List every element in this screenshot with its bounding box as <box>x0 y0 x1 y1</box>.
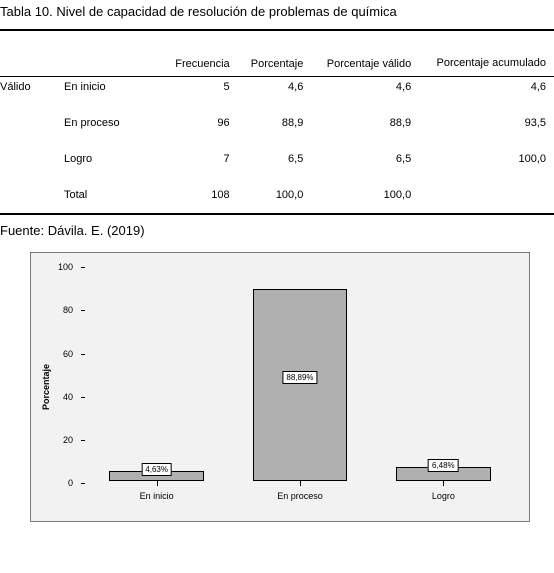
y-tick <box>81 267 85 268</box>
table-row: Válido En inicio 5 4,6 4,6 4,6 <box>0 77 554 106</box>
table-row: Total 108 100,0 100,0 <box>0 177 554 213</box>
table-row: En proceso 96 88,9 88,9 93,5 <box>0 105 554 141</box>
bar: 6,48% <box>396 467 491 481</box>
y-axis-title: Porcentaje <box>41 364 51 410</box>
x-tick <box>300 481 301 486</box>
col-porcentaje-acumulado: Porcentaje acumulado <box>419 37 554 77</box>
y-tick-label: 80 <box>43 305 73 315</box>
y-tick <box>81 483 85 484</box>
x-tick <box>157 481 158 486</box>
x-category-label: En proceso <box>277 491 323 501</box>
table-row: Logro 7 6,5 6,5 100,0 <box>0 141 554 177</box>
bar-value-label: 6,48% <box>428 459 459 472</box>
col-porcentaje-valido: Porcentaje válido <box>311 37 419 77</box>
col-frecuencia: Frecuencia <box>162 37 238 77</box>
y-tick-label: 0 <box>43 478 73 488</box>
y-tick-label: 60 <box>43 349 73 359</box>
y-tick <box>81 397 85 398</box>
x-category-label: En inicio <box>140 491 174 501</box>
bar: 88,89% <box>253 289 348 481</box>
x-category-label: Logro <box>432 491 455 501</box>
group-label: Válido <box>0 77 56 106</box>
bar: 4,63% <box>109 471 204 481</box>
y-tick <box>81 354 85 355</box>
source-text: Fuente: Dávila. E. (2019) <box>0 217 554 252</box>
y-tick <box>81 440 85 441</box>
y-tick-label: 20 <box>43 435 73 445</box>
col-porcentaje: Porcentaje <box>238 37 312 77</box>
y-tick <box>81 310 85 311</box>
x-tick <box>443 481 444 486</box>
table-title: Tabla 10. Nivel de capacidad de resoluci… <box>0 0 554 29</box>
bar-value-label: 88,89% <box>282 371 317 384</box>
y-tick-label: 100 <box>43 262 73 272</box>
data-table: Frecuencia Porcentaje Porcentaje válido … <box>0 29 554 213</box>
bar-chart: Porcentaje 4,63% En inicio 88,89% En proces… <box>30 252 530 522</box>
y-tick-label: 40 <box>43 392 73 402</box>
bar-value-label: 4,63% <box>141 463 172 476</box>
